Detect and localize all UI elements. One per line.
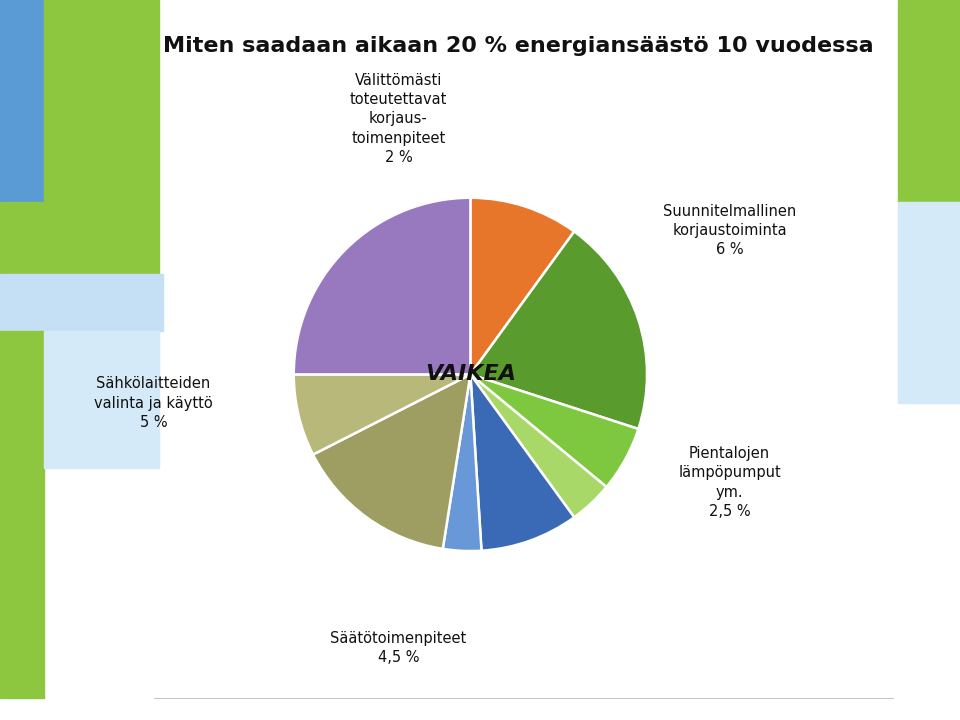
Text: VAIKEA: VAIKEA bbox=[425, 364, 516, 384]
Bar bbox=[898, 0, 960, 202]
Wedge shape bbox=[294, 198, 470, 374]
Wedge shape bbox=[294, 374, 470, 454]
Bar bbox=[898, 202, 960, 403]
Text: Miten saadaan aikaan 20 % energiansäästö 10 vuodessa: Miten saadaan aikaan 20 % energiansäästö… bbox=[163, 36, 874, 56]
Bar bbox=[0, 274, 163, 331]
Text: Säätötoimenpiteet
4,5 %: Säätötoimenpiteet 4,5 % bbox=[330, 631, 467, 665]
Bar bbox=[0, 0, 44, 202]
Text: Suunnitelmallinen
korjaustoiminta
6 %: Suunnitelmallinen korjaustoiminta 6 % bbox=[663, 204, 796, 257]
Wedge shape bbox=[470, 374, 607, 517]
Text: Pientalojen
lämpöpumput
ym.
2,5 %: Pientalojen lämpöpumput ym. 2,5 % bbox=[678, 446, 781, 518]
Bar bbox=[0, 331, 44, 698]
Wedge shape bbox=[470, 198, 574, 374]
Bar bbox=[0, 202, 44, 274]
Wedge shape bbox=[470, 374, 574, 551]
Text: Sähkölaitteiden
valinta ja käyttö
5 %: Sähkölaitteiden valinta ja käyttö 5 % bbox=[94, 377, 213, 430]
Wedge shape bbox=[313, 374, 470, 549]
Wedge shape bbox=[470, 374, 638, 487]
Bar bbox=[44, 331, 159, 468]
Wedge shape bbox=[470, 232, 647, 429]
Text: Välittömästi
toteutettavat
korjaus-
toimenpiteet
2 %: Välittömästi toteutettavat korjaus- toim… bbox=[349, 73, 447, 165]
Bar bbox=[44, 0, 159, 274]
Wedge shape bbox=[443, 374, 482, 551]
